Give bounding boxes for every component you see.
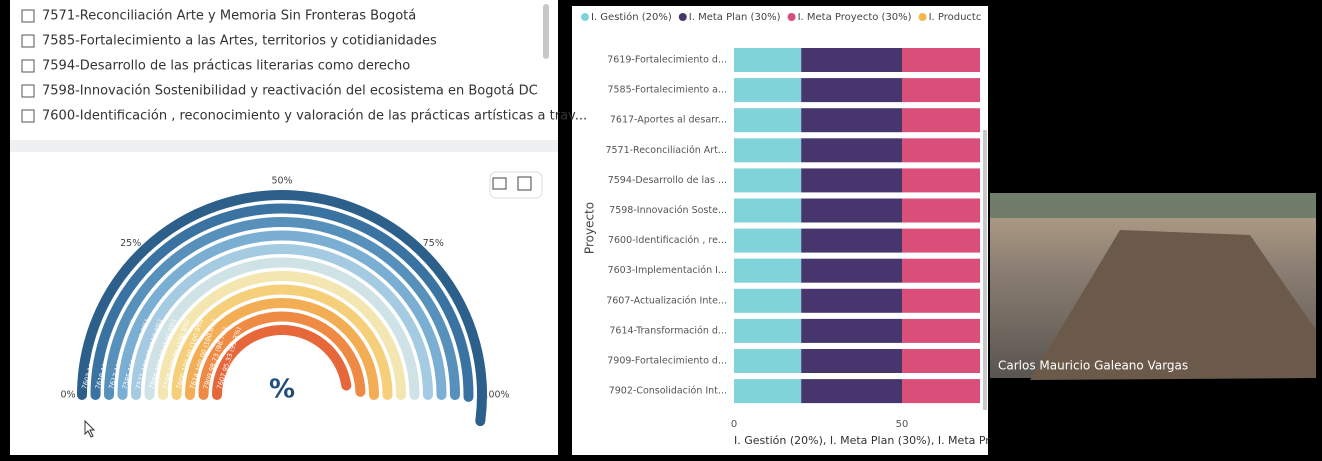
y-tick-label: 7902-Consolidación Int...	[609, 386, 727, 397]
panel-separator	[10, 140, 558, 152]
checkbox[interactable]	[22, 10, 34, 22]
bar-segment	[734, 379, 801, 403]
y-tick-label: 7600-Identificación , re...	[608, 235, 727, 246]
y-tick-label: 7603-Implementación I...	[608, 265, 727, 276]
bar-segment	[734, 199, 801, 223]
scrollbar[interactable]	[543, 4, 549, 59]
bar-segment	[801, 319, 902, 343]
checkbox[interactable]	[22, 85, 34, 97]
x-tick-label: 0	[731, 419, 737, 430]
slicer-item: 7598-Innovación Sostenibilidad y reactiv…	[42, 84, 538, 99]
slicer-item: 7600-Identificación , reconocimiento y v…	[42, 109, 587, 124]
slicer-item: 7585-Fortalecimiento a las Artes, territ…	[42, 34, 437, 49]
page: {"checklist": {"items": ["7571-Reconcili…	[0, 0, 1322, 461]
bar-segment	[734, 259, 801, 283]
slicer-item: 7594-Desarrollo de las prácticas literar…	[42, 59, 410, 74]
bar-segment	[801, 138, 902, 162]
bar-segment	[801, 199, 902, 223]
bar-segment	[734, 108, 801, 132]
x-tick-label: 50	[896, 419, 909, 430]
legend-label: I. Meta Plan (30%)	[689, 12, 781, 23]
visual-toolbar[interactable]	[490, 172, 542, 198]
bar-segment	[801, 229, 902, 253]
bar-segment	[801, 108, 902, 132]
bar-segment	[734, 229, 801, 253]
y-tick-label: 7614-Transformación d...	[609, 325, 727, 336]
x-axis-title: I. Gestión (20%), I. Meta Plan (30%), I.…	[734, 434, 990, 447]
gauge-tick-label: 50%	[271, 176, 292, 187]
y-tick-label: 7607-Actualización Inte...	[606, 295, 727, 306]
legend-swatch[interactable]	[581, 13, 589, 21]
checkbox[interactable]	[22, 110, 34, 122]
bar-segment	[734, 48, 801, 72]
bar-segment	[801, 259, 902, 283]
legend-label: I. Meta Proyecto (30%)	[798, 12, 912, 23]
checkbox[interactable]	[22, 35, 34, 47]
bar-segment	[801, 289, 902, 313]
legend-swatch[interactable]	[788, 13, 796, 21]
bar-segment	[734, 168, 801, 192]
y-tick-label: 7619-Fortalecimiento d...	[607, 55, 727, 66]
slicer-item: 7571-Reconciliación Arte y Memoria Sin F…	[42, 9, 416, 24]
y-tick-label: 7594-Desarrollo de las ...	[608, 175, 727, 186]
y-tick-label: 7571-Reconciliación Art...	[605, 145, 727, 156]
gauge-center-label: %	[269, 375, 295, 405]
legend-swatch[interactable]	[919, 13, 927, 21]
y-tick-label: 7909-Fortalecimiento d...	[607, 356, 727, 367]
participant-name: Carlos Mauricio Galeano Vargas	[998, 359, 1188, 373]
bar-segment	[734, 78, 801, 102]
bar-segment	[801, 48, 902, 72]
scrollbar[interactable]	[983, 130, 987, 410]
y-tick-label: 7617-Aportes al desarr...	[610, 115, 727, 126]
bar-segment	[801, 168, 902, 192]
bar-segment	[801, 379, 902, 403]
y-axis-title: Proyecto	[583, 202, 597, 254]
checkbox[interactable]	[22, 60, 34, 72]
bar-segment	[801, 349, 902, 373]
legend-label: I. Gestión (20%)	[591, 11, 672, 23]
y-tick-label: 7598-Innovación Soste...	[609, 205, 727, 216]
gauge-tick-label: 0%	[60, 390, 75, 401]
bar-segment	[734, 289, 801, 313]
y-tick-label: 7585-Fortalecimiento a...	[607, 85, 727, 96]
bar-segment	[734, 319, 801, 343]
bar-segment	[734, 138, 801, 162]
screen: Carlos Mauricio Galeano Vargas % Proyect…	[0, 0, 1322, 461]
legend-swatch[interactable]	[679, 13, 687, 21]
gauge-tick-label: 75%	[423, 238, 444, 249]
bar-segment	[734, 349, 801, 373]
video-wall	[990, 193, 1316, 218]
gauge-tick-label: 25%	[120, 238, 141, 249]
legend-label: I. Productc	[929, 12, 982, 23]
bar-segment	[801, 78, 902, 102]
